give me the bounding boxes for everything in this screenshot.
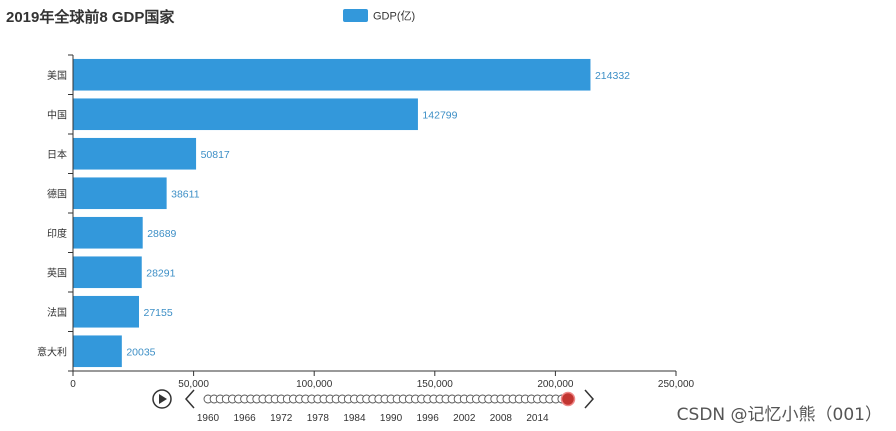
timeline-label: 2002	[453, 413, 476, 424]
chevron-right-icon[interactable]	[584, 389, 595, 409]
data-label: 38611	[171, 188, 200, 200]
x-tick-label: 50,000	[178, 379, 209, 390]
y-tick-label: 德国	[47, 187, 67, 200]
timeline-label: 2008	[490, 413, 513, 424]
data-label: 28689	[147, 228, 176, 240]
bar[interactable]	[73, 256, 142, 289]
y-tick-label: 中国	[47, 108, 67, 121]
timeline-label: 1960	[197, 413, 220, 424]
timeline-label: 1978	[307, 413, 330, 424]
chevron-left-icon[interactable]	[184, 389, 195, 409]
data-label: 142799	[422, 109, 457, 121]
bar[interactable]	[73, 137, 197, 170]
timeline-label: 1984	[343, 413, 366, 424]
data-label: 50817	[201, 149, 230, 161]
bar[interactable]	[73, 216, 143, 249]
bar[interactable]	[73, 98, 418, 131]
watermark: CSDN @记忆小熊（001）	[676, 405, 882, 425]
timeline: 1960 1966 1972 1978 1984 1990 1996 2002 2008 2014	[152, 389, 595, 424]
legend-swatch	[343, 9, 368, 22]
data-label: 20035	[126, 346, 155, 358]
x-tick-label: 100,000	[296, 379, 333, 390]
play-icon-circle	[152, 389, 172, 409]
timeline-label: 1990	[380, 413, 403, 424]
timeline-points	[203, 391, 576, 407]
timeline-labels: 1960 1966 1972 1978 1984 1990 1996 2002 2008 2014	[197, 413, 549, 424]
chart-title: 2019年全球前8 GDP国家	[6, 8, 174, 26]
play-button[interactable]	[152, 389, 172, 409]
y-tick-label: 英国	[47, 266, 67, 279]
timeline-current-marker[interactable]	[560, 391, 576, 407]
x-tick-label: 200,000	[537, 379, 574, 390]
timeline-label: 1972	[270, 413, 293, 424]
y-tick-label: 美国	[47, 69, 67, 82]
x-tick-label: 150,000	[417, 379, 454, 390]
legend-label: GDP(亿)	[373, 10, 415, 23]
x-tick-label: 0	[70, 379, 76, 390]
bar[interactable]	[73, 295, 139, 328]
bars-layer: 214332 142799 50817 38611 28689 28291 27155 200…	[73, 58, 630, 368]
x-tick-label: 250,000	[658, 379, 695, 390]
data-label: 214332	[595, 70, 630, 82]
y-tick-label: 日本	[47, 148, 67, 161]
y-tick-label: 法国	[47, 306, 67, 319]
data-label: 28291	[146, 267, 175, 279]
bar[interactable]	[73, 58, 591, 91]
data-label: 27155	[143, 307, 172, 319]
y-tick-label: 意大利	[37, 345, 67, 358]
play-icon	[159, 394, 167, 404]
timeline-label: 2014	[526, 413, 549, 424]
y-tick-label: 印度	[47, 227, 67, 240]
timeline-label: 1966	[233, 413, 256, 424]
bar[interactable]	[73, 177, 167, 210]
bar[interactable]	[73, 335, 122, 368]
x-axis: 0 50,000 100,000 150,000 200,000 250,000	[70, 370, 695, 390]
timeline-label: 1996	[417, 413, 440, 424]
legend[interactable]: GDP(亿)	[343, 9, 415, 23]
